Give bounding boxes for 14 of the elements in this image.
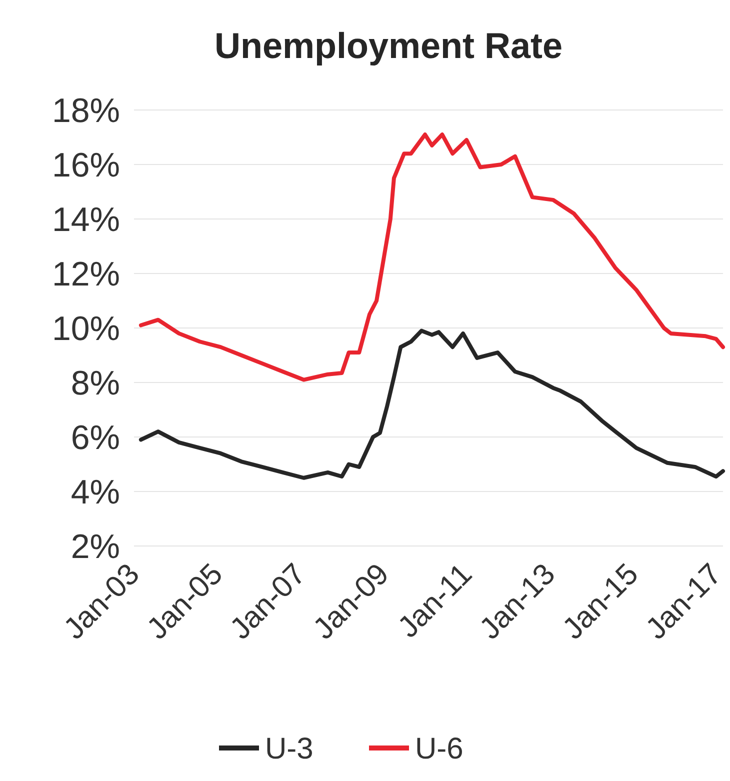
y-tick-label: 12% (52, 255, 120, 294)
y-tick-label: 16% (52, 146, 120, 184)
legend-label: U-3 (265, 732, 314, 766)
y-tick-label: 10% (52, 310, 120, 348)
y-tick-label: 2% (70, 528, 120, 566)
y-tick-label: 4% (70, 473, 120, 512)
y-tick-label: 18% (52, 92, 120, 130)
line-series (138, 132, 725, 382)
y-tick-label: 6% (70, 418, 120, 457)
chart-title: Unemployment Rate (214, 25, 563, 66)
y-tick-label: 8% (70, 364, 120, 402)
legend-label: U-6 (415, 732, 464, 766)
line-series (138, 328, 725, 480)
y-tick-label: 14% (52, 200, 120, 239)
